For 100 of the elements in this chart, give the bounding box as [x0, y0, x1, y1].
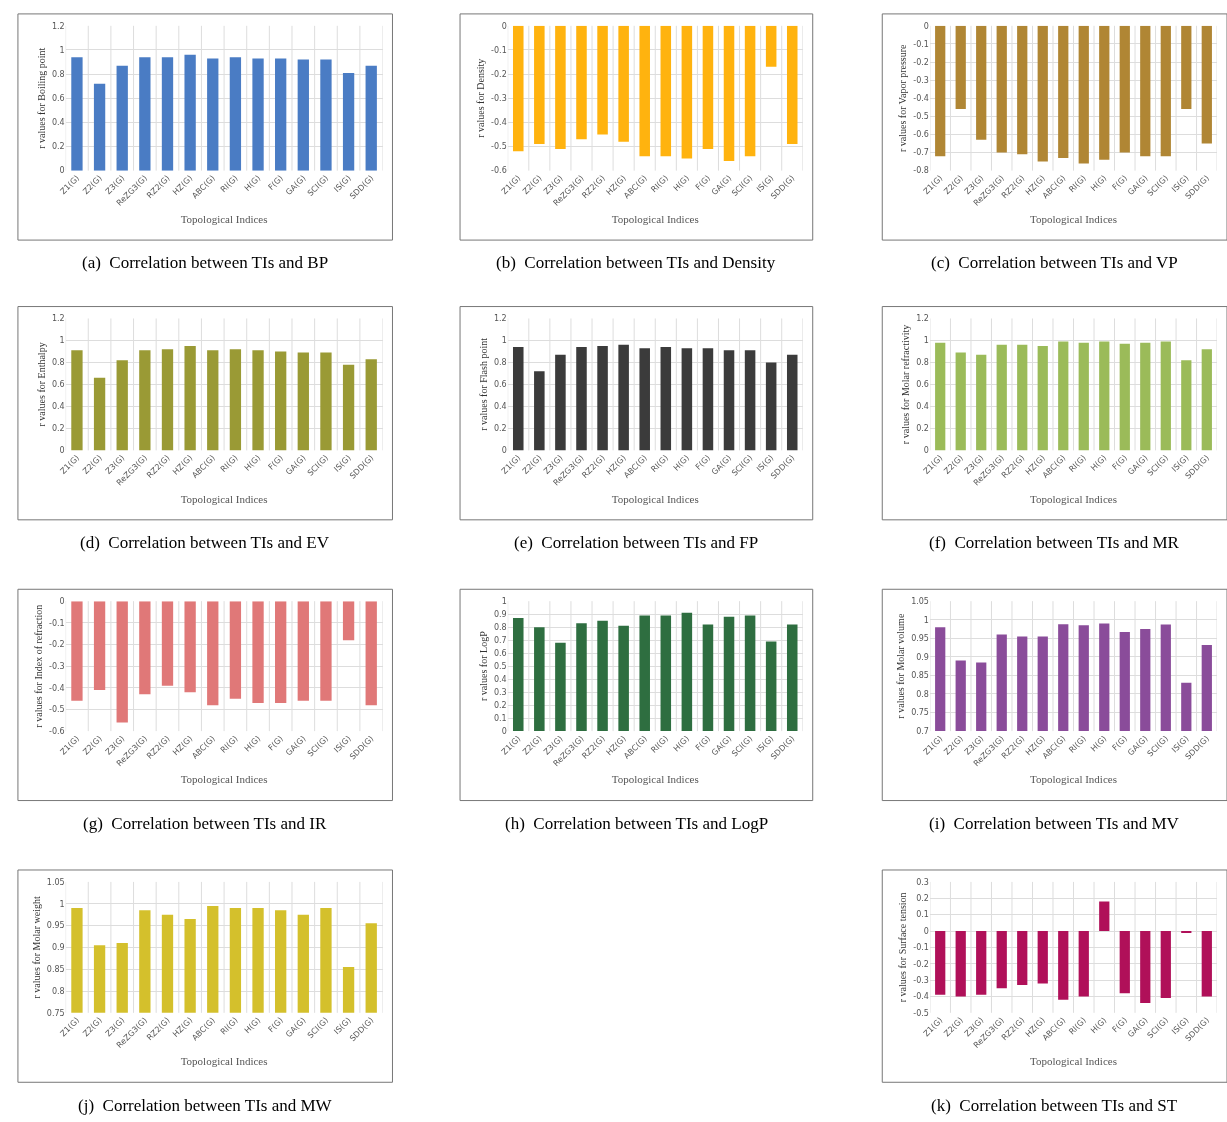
bar	[786, 354, 798, 451]
x-axis-title: Topological Indices	[611, 492, 699, 505]
y-tick-label: 0.8	[493, 358, 507, 368]
bar	[161, 349, 174, 451]
y-tick-label: 0.4	[493, 674, 507, 684]
y-tick-label: -0.2	[491, 69, 507, 79]
y-tick-label: 1.2	[493, 314, 507, 324]
bar	[342, 364, 355, 451]
y-tick-label: 1	[923, 615, 929, 625]
y-tick-label: 0.4	[51, 402, 65, 412]
bar	[702, 624, 714, 732]
bar	[702, 348, 714, 451]
bar	[139, 57, 151, 171]
bar	[1037, 345, 1048, 451]
bar	[184, 345, 196, 451]
y-tick-label: 0.6	[51, 380, 65, 390]
text: (h) Correlation between TIs and LogP	[505, 814, 769, 833]
bar	[252, 350, 264, 451]
y-tick-label: 1.05	[911, 596, 929, 606]
y-tick-label: 0	[923, 926, 929, 936]
y-tick-label: 0.5	[493, 661, 507, 671]
bar	[576, 623, 587, 732]
y-tick-label: -0.2	[913, 57, 929, 67]
bar	[365, 359, 377, 451]
x-axis-title: Topological Indices	[611, 773, 699, 786]
y-tick-label: 0.2	[916, 894, 929, 904]
text: (i) Correlation between TIs and MV	[929, 814, 1180, 833]
y-tick-label: 0.8	[493, 622, 507, 632]
y-tick-label: -0.4	[491, 118, 507, 128]
y-tick-label: 0	[923, 446, 929, 456]
y-axis-title: r values for Index of refraction	[33, 604, 45, 728]
y-tick-label: 0.95	[911, 634, 929, 644]
bar	[229, 349, 242, 451]
bar	[555, 354, 566, 451]
bar	[1181, 360, 1192, 451]
text: (a) Correlation between TIs and BP	[82, 253, 329, 272]
y-tick-label: -0.3	[913, 75, 929, 85]
x-axis-title: Topological Indices	[180, 773, 268, 786]
y-tick-label: 0.4	[51, 118, 65, 128]
y-tick-label: 0.8	[916, 358, 929, 368]
y-tick-label: -0.1	[913, 943, 929, 953]
bar	[207, 58, 219, 171]
y-tick-label: -0.2	[49, 640, 65, 650]
bar	[660, 615, 672, 732]
y-tick-label: 0.75	[911, 708, 929, 718]
y-tick-label: 0.2	[493, 424, 507, 434]
y-tick-label: 0.4	[916, 402, 929, 412]
y-tick-label: 1.2	[51, 21, 65, 31]
y-tick-label: 0	[501, 726, 507, 736]
y-axis-title: r values for Enthalpy	[35, 342, 47, 427]
bar	[534, 627, 545, 732]
y-tick-label: 0.6	[493, 380, 507, 390]
bar	[786, 624, 798, 732]
y-tick-label: 0	[923, 21, 929, 31]
bar	[660, 347, 672, 451]
bar	[161, 57, 174, 171]
bar	[935, 342, 946, 451]
y-tick-label: -0.3	[491, 94, 507, 104]
y-tick-label: -0.6	[491, 166, 507, 176]
y-tick-label: -0.5	[913, 1008, 929, 1018]
y-axis-title: r values for Surface tension	[897, 892, 909, 1003]
bar	[765, 362, 777, 451]
y-tick-label: 0.2	[51, 424, 65, 434]
bar	[252, 58, 264, 171]
bar	[71, 350, 83, 451]
y-tick-label: 0.8	[51, 69, 65, 79]
bar	[1201, 349, 1212, 451]
y-tick-label: 0.1	[493, 713, 507, 723]
y-tick-label: -0.5	[491, 142, 507, 152]
text: (d) Correlation between TIs and EV	[80, 533, 330, 552]
y-tick-label: 0	[59, 446, 65, 456]
y-tick-label: 0.75	[46, 1008, 65, 1018]
y-tick-label: 1	[501, 336, 507, 346]
bar	[618, 625, 629, 732]
y-tick-label: -0.4	[913, 992, 929, 1002]
y-tick-label: 0	[59, 166, 65, 176]
bar	[93, 377, 106, 451]
y-axis-title: r values for Molar weight	[30, 896, 42, 999]
bar	[116, 360, 128, 451]
y-tick-label: -0.1	[491, 45, 507, 55]
bar	[207, 350, 219, 451]
bar	[71, 57, 83, 171]
y-tick-label: 0.85	[911, 671, 929, 681]
text: (g) Correlation between TIs and IR	[83, 814, 327, 833]
text: (f) Correlation between TIs and MR	[929, 533, 1180, 552]
y-tick-label: -0.3	[913, 975, 929, 985]
y-tick-label: -0.5	[49, 705, 65, 715]
y-tick-label: 1.2	[51, 314, 65, 324]
bar	[116, 65, 128, 171]
x-axis-title: Topological Indices	[611, 212, 699, 225]
y-tick-label: 0.8	[51, 986, 65, 996]
bar	[576, 347, 587, 451]
y-tick-label: 1.05	[46, 877, 65, 887]
x-axis-title: Topological Indices	[180, 212, 268, 225]
y-axis-title: r values for Vapor pressure	[897, 43, 909, 153]
bar	[1017, 344, 1028, 451]
bar	[681, 348, 693, 451]
y-tick-label: 0.2	[916, 424, 929, 434]
y-tick-label: 0.8	[51, 358, 65, 368]
x-axis-title: Topological Indices	[1030, 773, 1117, 786]
